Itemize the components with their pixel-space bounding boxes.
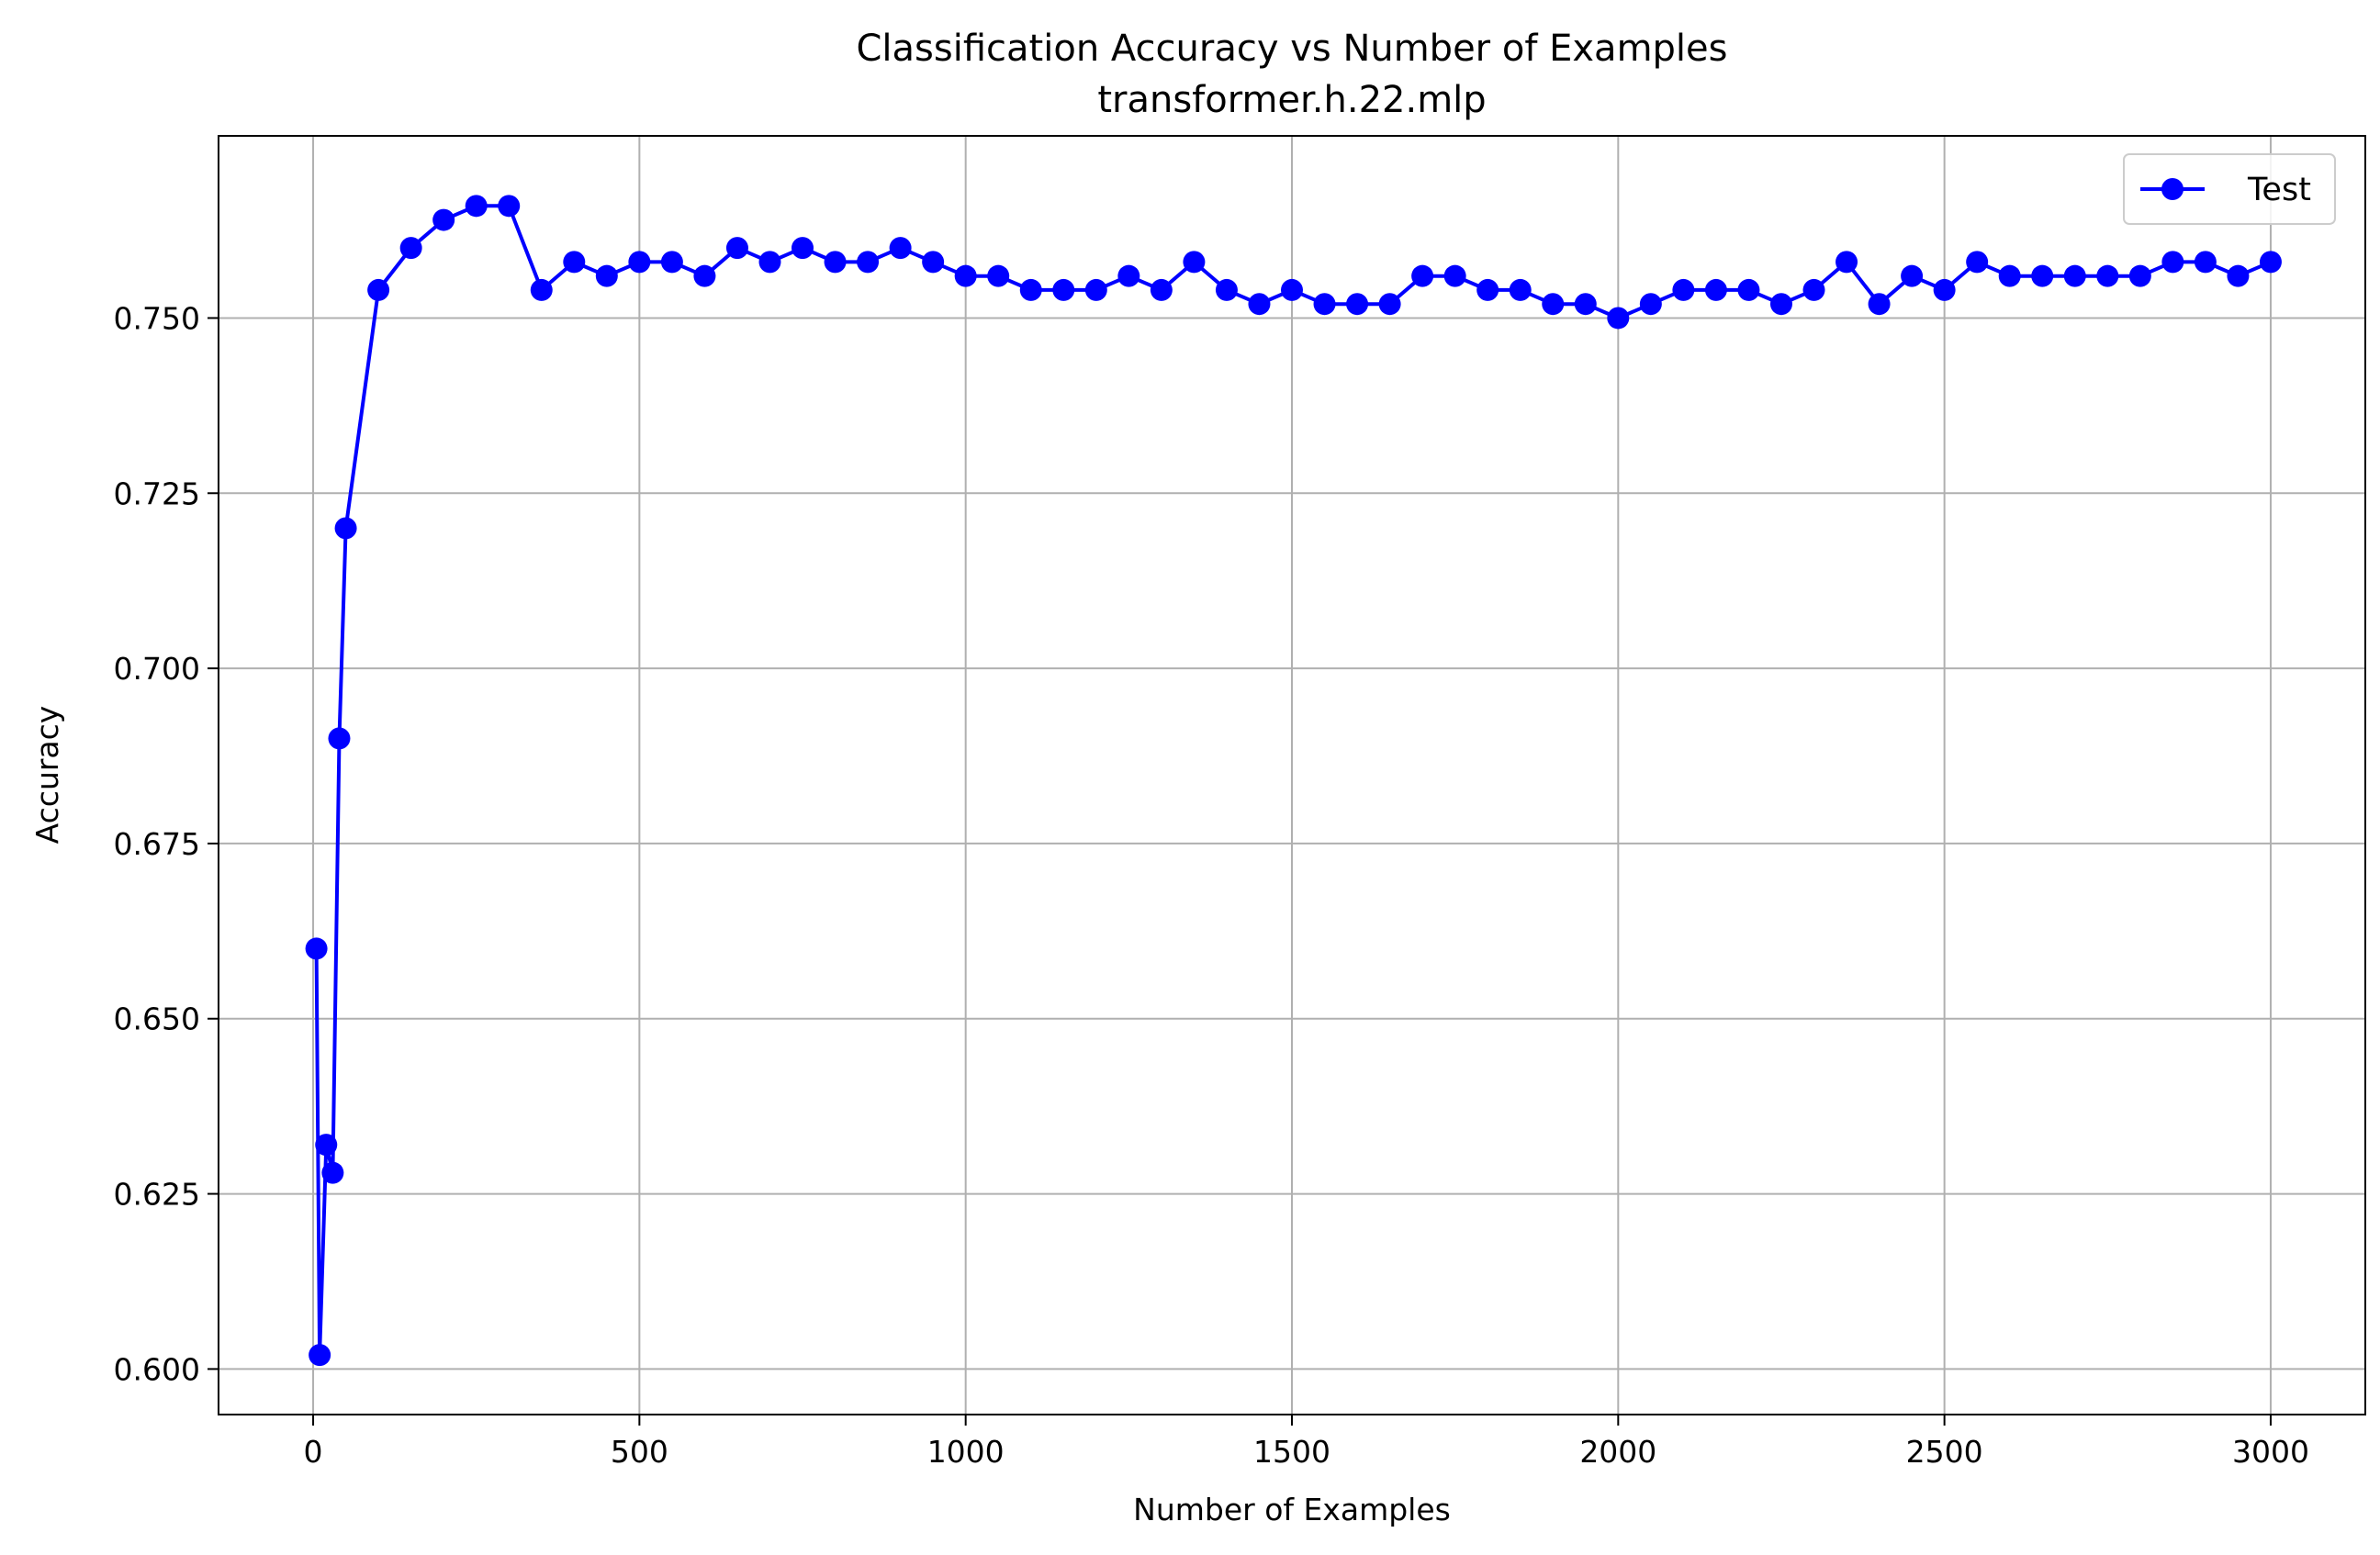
- y-axis-label: Accuracy: [29, 706, 65, 845]
- data-point: [1117, 264, 1140, 287]
- axis-ticks: 0 500 1000 1500 2000 2500 3000 0.600 0.625 0.650 0…: [114, 300, 2309, 1470]
- data-point: [1509, 278, 1532, 301]
- legend-label-test: Test: [2247, 172, 2311, 208]
- data-point: [1542, 293, 1565, 316]
- data-point: [2259, 251, 2282, 274]
- grid: [219, 136, 2365, 1415]
- data-point: [2096, 264, 2119, 287]
- data-point: [791, 237, 814, 260]
- y-tick-label: 0.600: [114, 1351, 200, 1387]
- legend-marker: [2161, 178, 2184, 200]
- data-point: [628, 251, 651, 274]
- data-point: [660, 251, 683, 274]
- data-point: [563, 251, 586, 274]
- data-point: [328, 727, 351, 750]
- data-point: [758, 251, 781, 274]
- y-tick-label: 0.675: [114, 826, 200, 862]
- chart-subtitle: transformer.h.22.mlp: [1097, 79, 1486, 121]
- y-tick-label: 0.750: [114, 300, 200, 336]
- plot-frame: [218, 135, 2366, 1415]
- data-point: [530, 278, 553, 301]
- x-axis-label: Number of Examples: [1133, 1492, 1451, 1527]
- data-point: [1150, 278, 1173, 301]
- data-point: [315, 1134, 338, 1157]
- data-point: [1966, 251, 1989, 274]
- data-point: [1443, 264, 1466, 287]
- data-point: [1183, 251, 1206, 274]
- data-point: [1607, 307, 1630, 330]
- data-point: [465, 195, 488, 218]
- data-point: [1346, 293, 1369, 316]
- data-point: [1933, 278, 1956, 301]
- data-point: [1215, 278, 1238, 301]
- y-tick-label: 0.650: [114, 1001, 200, 1037]
- data-point: [1901, 264, 1924, 287]
- data-point: [1574, 293, 1597, 316]
- x-tick-label: 2500: [1906, 1434, 1983, 1470]
- data-point: [1084, 278, 1107, 301]
- chart-title: Classification Accuracy vs Number of Exa…: [857, 28, 1728, 70]
- x-tick-label: 2000: [1579, 1434, 1656, 1470]
- data-point: [1248, 293, 1271, 316]
- data-point: [321, 1161, 344, 1184]
- data-point: [954, 264, 977, 287]
- data-point: [367, 278, 390, 301]
- data-point: [2063, 264, 2086, 287]
- data-point: [305, 937, 328, 960]
- x-tick-label: 500: [611, 1434, 668, 1470]
- data-point: [1411, 264, 1434, 287]
- data-point: [1052, 278, 1075, 301]
- data-point: [1998, 264, 2021, 287]
- data-point: [1802, 278, 1825, 301]
- data-point: [889, 237, 912, 260]
- series-layer: [305, 195, 2282, 1367]
- x-tick-label: 0: [304, 1434, 323, 1470]
- data-point: [432, 208, 455, 231]
- y-tick-label: 0.725: [114, 475, 200, 511]
- data-point: [2128, 264, 2151, 287]
- y-tick-label: 0.625: [114, 1177, 200, 1213]
- x-tick-label: 1500: [1253, 1434, 1330, 1470]
- data-point: [1836, 251, 1858, 274]
- x-tick-label: 3000: [2232, 1434, 2309, 1470]
- data-point: [1019, 278, 1042, 301]
- data-point: [1769, 293, 1792, 316]
- data-point: [1737, 278, 1760, 301]
- data-point: [857, 251, 880, 274]
- data-point: [1672, 278, 1695, 301]
- data-point: [2161, 251, 2184, 274]
- data-point: [1704, 278, 1727, 301]
- legend-box: [2123, 153, 2336, 225]
- data-point: [824, 251, 847, 274]
- data-point: [595, 264, 618, 287]
- data-point: [2227, 264, 2250, 287]
- data-point: [1639, 293, 1662, 316]
- data-point: [334, 517, 357, 540]
- data-point: [1313, 293, 1336, 316]
- data-point: [693, 264, 716, 287]
- legend: Test: [2123, 153, 2336, 225]
- x-tick-label: 1000: [927, 1434, 1005, 1470]
- y-tick-label: 0.700: [114, 651, 200, 687]
- data-point: [309, 1344, 331, 1367]
- data-point: [399, 237, 422, 260]
- data-point: [1378, 293, 1401, 316]
- data-point: [725, 237, 748, 260]
- data-point: [987, 264, 1010, 287]
- data-point: [1281, 278, 1303, 301]
- data-point: [922, 251, 945, 274]
- data-point: [2194, 251, 2217, 274]
- data-point: [2031, 264, 2054, 287]
- data-point: [1868, 293, 1891, 316]
- data-point: [498, 195, 521, 218]
- data-point: [1476, 278, 1499, 301]
